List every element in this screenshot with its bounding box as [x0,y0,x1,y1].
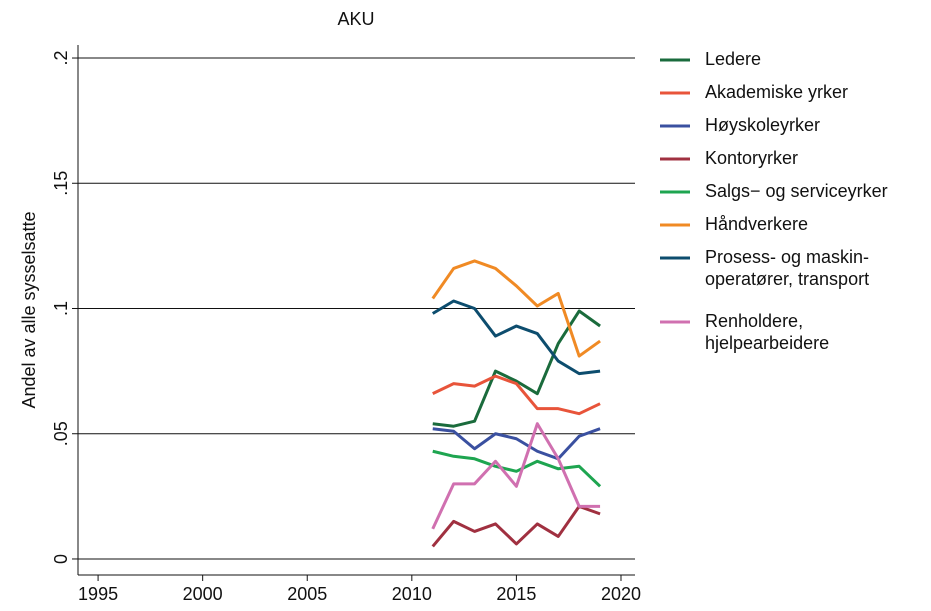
x-tick-label: 2020 [601,584,641,604]
chart-title: AKU [337,9,374,29]
x-tick-label: 2010 [392,584,432,604]
x-tick-label: 2000 [183,584,223,604]
y-tick-label: 0 [51,554,71,564]
y-tick-label: .2 [51,51,71,66]
data-line [431,422,601,530]
x-tick-label: 1995 [78,584,118,604]
legend-label: Prosess- og maskin-operatører, transport [705,247,869,289]
legend-label: Kontoryrker [705,148,798,168]
y-tick-label: .05 [51,421,71,446]
y-tick-label: .1 [51,301,71,316]
data-line [431,299,601,376]
legend-label: Håndverkere [705,214,808,234]
y-tick-label: .15 [51,171,71,196]
legend-label: Renholdere, hjelpearbeidere [705,311,829,353]
legend-label: Akademiske yrker [705,82,848,102]
data-line [431,259,601,358]
data-line [432,449,602,488]
legend-label: Ledere [705,49,761,69]
data-line [432,374,601,416]
data-line [432,427,601,461]
y-axis-label: Andel av alle sysselsatte [19,211,39,408]
legend-label: Høyskoleyrker [705,115,820,135]
legend-label: Salgs− og serviceyrker [705,181,888,201]
data-line [431,504,601,548]
data-line [432,309,601,428]
x-tick-label: 2005 [287,584,327,604]
x-tick-label: 2015 [496,584,536,604]
